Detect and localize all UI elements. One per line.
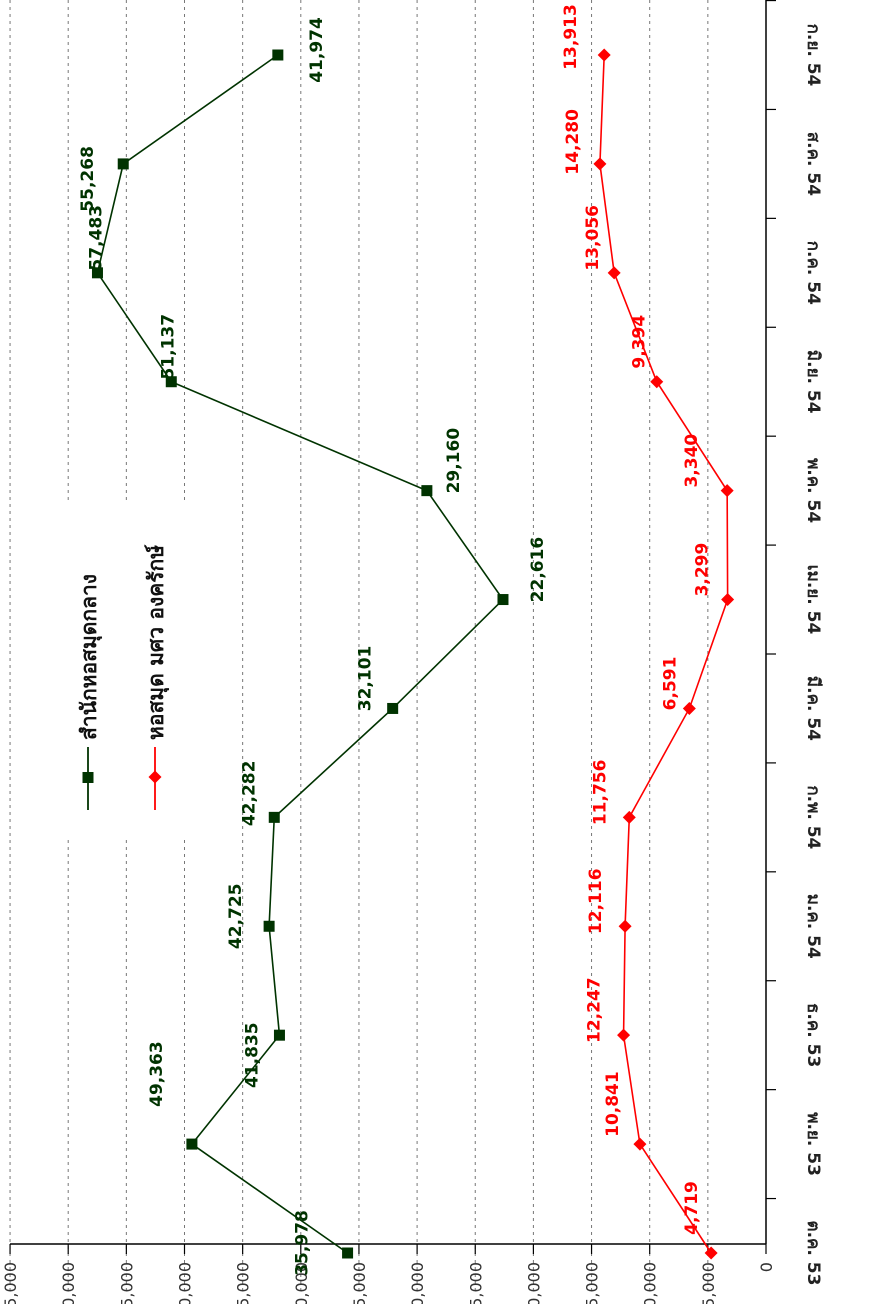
value-tick-label: 25,000	[466, 1262, 485, 1304]
gridlines	[9, 0, 709, 1290]
data-label: 10,841	[603, 1071, 623, 1137]
value-tick-label: 45,000	[234, 1262, 253, 1304]
data-label: 9,394	[630, 315, 650, 369]
data-label: 55,268	[78, 146, 98, 212]
series-line	[599, 54, 729, 1254]
data-point	[342, 1247, 354, 1259]
legend-item: หอสมุด มศว องครักษ์	[144, 544, 170, 810]
data-label: 12,247	[585, 977, 605, 1043]
data-label: 41,974	[307, 17, 327, 83]
data-point	[117, 158, 129, 170]
data-point	[633, 1137, 647, 1151]
data-point	[593, 157, 607, 171]
data-label: 14,280	[563, 109, 583, 175]
legend-marker	[82, 772, 94, 783]
data-label: 32,101	[356, 646, 376, 712]
series-layer: 35,978 49,363 41,835 42,725 42,282 32,101 22,6…	[78, 4, 735, 1276]
value-tick-label: 40,000	[292, 1262, 311, 1304]
series-ongkharak-library: 4,719 10,841 12,247 12,116 11,756 6,591 3,299 3…	[561, 4, 735, 1260]
data-point	[387, 702, 399, 714]
value-tick-label: 15,000	[583, 1262, 602, 1304]
legend-marker	[148, 770, 162, 784]
data-label: 42,282	[239, 761, 259, 827]
category-label: ก.พ. 54	[803, 785, 823, 849]
data-label: 57,483	[86, 205, 106, 271]
data-point	[165, 376, 177, 388]
value-tick-label: 50,000	[176, 1262, 195, 1304]
data-point	[272, 49, 284, 61]
data-label: 11,756	[590, 760, 610, 826]
category-label: ก.ย. 54	[803, 24, 823, 87]
data-label: 3,299	[693, 543, 713, 597]
value-tick-label: 35,000	[350, 1262, 369, 1304]
data-point	[682, 701, 696, 715]
category-label: เม.ย. 54	[803, 565, 823, 635]
data-label: 6,591	[660, 657, 680, 711]
legend-item: สำนักหอสมุดกลาง	[77, 574, 103, 810]
data-point	[720, 484, 734, 498]
data-point	[618, 919, 632, 933]
data-label: 49,363	[147, 1041, 167, 1107]
data-point	[721, 593, 735, 607]
value-tick-label: 60,000	[59, 1262, 78, 1304]
data-label: 12,116	[586, 868, 606, 934]
data-point	[186, 1138, 198, 1150]
data-point	[597, 48, 611, 62]
category-label: ต.ค. 53	[803, 1221, 823, 1286]
value-tick-label: 0	[757, 1262, 776, 1272]
data-label: 35,978	[293, 1210, 313, 1276]
category-label: พ.ย. 53	[803, 1112, 823, 1176]
data-point	[263, 920, 275, 932]
data-point	[617, 1028, 631, 1042]
data-point	[622, 810, 636, 824]
data-point	[91, 267, 103, 279]
category-label: มี.ค. 54	[803, 676, 824, 741]
category-label: มิ.ย. 54	[803, 350, 823, 414]
data-label: 13,913	[561, 4, 581, 70]
data-point	[421, 485, 433, 497]
data-point	[650, 375, 664, 389]
data-label: 51,137	[158, 314, 178, 380]
value-tick-label: 5,000	[699, 1262, 718, 1304]
category-label: ม.ค. 54	[803, 894, 823, 959]
data-label: 41,835	[242, 1022, 262, 1088]
axes: 0 5,000 10,000 15,000 20,000 25,000 30,000 35,0…	[1, 0, 824, 1304]
data-point	[273, 1029, 285, 1041]
series-central-library: 35,978 49,363 41,835 42,725 42,282 32,101 22,6…	[78, 17, 548, 1276]
series-line	[96, 54, 505, 1254]
data-label: 13,056	[583, 205, 603, 271]
data-label: 42,725	[226, 883, 246, 949]
category-label: พ.ค. 54	[803, 458, 823, 523]
value-tick-label: 30,000	[408, 1262, 427, 1304]
data-point	[704, 1246, 718, 1260]
category-label: ก.ค. 54	[803, 241, 823, 305]
legend: สำนักหอสมุดกลาง หอสมุด มศว องครักษ์	[77, 544, 170, 810]
data-label: 29,160	[444, 428, 464, 494]
legend-label: สำนักหอสมุดกลาง	[77, 574, 103, 740]
value-tick-label: 65,000	[1, 1262, 20, 1304]
data-point	[268, 811, 280, 823]
data-label: 22,616	[528, 537, 548, 603]
value-tick-label: 55,000	[117, 1262, 136, 1304]
value-tick-label: 10,000	[641, 1262, 660, 1304]
value-tick-label: 20,000	[524, 1262, 543, 1304]
data-label: 4,719	[682, 1181, 702, 1235]
category-label: ส.ค. 54	[803, 132, 823, 196]
category-label: ธ.ค. 53	[803, 1003, 823, 1067]
legend-label: หอสมุด มศว องครักษ์	[144, 544, 170, 740]
data-point	[497, 594, 509, 606]
data-point	[607, 266, 621, 280]
data-label: 3,340	[682, 434, 702, 488]
